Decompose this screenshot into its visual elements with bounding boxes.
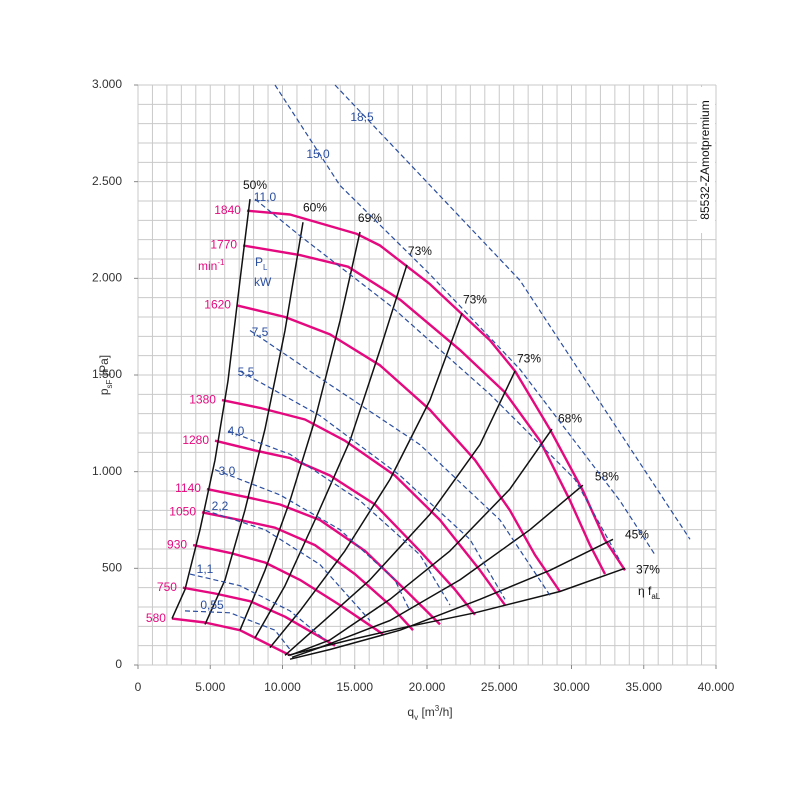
power-curve [227, 430, 451, 606]
efficiency-label: 73% [408, 244, 432, 258]
y-axis-label: psF [Pa] [97, 355, 113, 395]
power-label: 15,0 [306, 147, 330, 161]
efficiency-symbol: η faL [638, 584, 661, 600]
speed-label: 1140 [175, 481, 201, 495]
speed-curve [206, 487, 441, 626]
efficiency-curve [289, 538, 614, 660]
efficiency-label: 73% [463, 292, 487, 306]
efficiency-symbol-part: aL [651, 592, 660, 601]
speed-label: 1840 [214, 203, 241, 217]
power-curve [254, 198, 621, 561]
x-axis-label: qv [m3/h] [407, 704, 452, 722]
speed-curve [221, 398, 506, 606]
x-tick-label: 0 [135, 680, 142, 694]
efficiency-curve [284, 370, 516, 656]
power-curve [189, 573, 326, 641]
efficiency-curve [289, 428, 553, 656]
code-label: 85532-ZAmotpremium [698, 100, 712, 219]
speed-curve [214, 439, 476, 616]
efficiency-curve [269, 312, 463, 649]
power-curve [334, 84, 691, 540]
power-symbol: PL [255, 255, 268, 271]
power-symbol-part: P [255, 255, 263, 269]
speed-label: 1620 [204, 298, 231, 312]
x-tick-label: 10.000 [264, 680, 301, 694]
efficiency-curve [254, 264, 408, 639]
power-unit: kW [254, 275, 272, 289]
speed-label: 580 [146, 611, 166, 625]
power-label: 5,5 [238, 365, 255, 379]
y-tick-label: 500 [102, 561, 122, 575]
y-tick-label: 0 [115, 657, 122, 671]
efficiency-label: 73% [517, 351, 541, 365]
power-curve [274, 84, 656, 556]
y-axis-label-part: [Pa] [97, 355, 111, 380]
efficiency-label: 50% [243, 178, 267, 192]
x-tick-label: 15.000 [336, 680, 373, 694]
power-symbol-part: L [263, 263, 268, 272]
power-label: 11,0 [254, 190, 277, 204]
efficiency-curve [287, 567, 626, 657]
y-tick-label: 2.500 [92, 174, 122, 188]
speed-unit-part: min [198, 259, 217, 273]
x-axis-label-part: q [407, 705, 414, 719]
power-curve [249, 330, 551, 596]
speed-curve [182, 586, 336, 647]
power-label: 4,0 [228, 424, 245, 438]
speed-label: 1770 [210, 238, 237, 252]
x-tick-label: 25.000 [481, 680, 518, 694]
speed-curve [201, 511, 414, 632]
speed-label: 750 [157, 580, 177, 594]
efficiency-label: 69% [358, 211, 382, 225]
efficiency-label: 45% [625, 528, 649, 542]
speed-curve [171, 617, 291, 657]
y-tick-label: 3.000 [92, 77, 122, 91]
power-label: 1,1 [197, 562, 214, 576]
x-tick-label: 35.000 [625, 680, 662, 694]
efficiency-curve [171, 199, 251, 619]
speed-unit-part: -1 [217, 258, 225, 267]
y-tick-label: 1.500 [92, 367, 122, 381]
power-curve [184, 610, 291, 650]
x-axis-label-part: /h] [439, 705, 452, 719]
power-curve [214, 469, 411, 612]
y-axis-label-part: sF [105, 379, 114, 388]
speed-label: 1050 [169, 504, 196, 518]
y-axis-label-part: p [97, 388, 111, 395]
y-tick-label: 2.000 [92, 271, 122, 285]
x-axis-label-part: v [414, 713, 418, 722]
speed-curve [236, 304, 561, 593]
x-tick-label: 20.000 [409, 680, 446, 694]
efficiency-label: 68% [558, 411, 582, 425]
power-label: 0,55 [200, 598, 224, 612]
efficiency-curve [204, 222, 304, 625]
speed-unit: min-1 [198, 258, 225, 274]
efficiency-label: 60% [303, 200, 327, 214]
efficiency-symbol-part: η f [638, 584, 652, 598]
x-tick-label: 5.000 [195, 680, 225, 694]
x-axis-label-part: [m [418, 705, 435, 719]
efficiency-label: 58% [595, 469, 619, 483]
power-label: 2,2 [212, 499, 229, 513]
speed-label: 1380 [189, 392, 216, 406]
efficiency-curve [239, 231, 361, 631]
efficiency-label: 37% [636, 563, 660, 577]
x-tick-label: 30.000 [553, 680, 590, 694]
speed-label: 1280 [182, 433, 209, 447]
speed-label: 930 [167, 537, 187, 551]
y-tick-label: 1.000 [92, 464, 122, 478]
power-curve [239, 370, 506, 600]
speed-curve [242, 244, 607, 575]
power-label: 18,5 [350, 110, 374, 124]
x-tick-label: 40.000 [698, 680, 735, 694]
power-label: 7,5 [252, 325, 269, 339]
power-label: 3,0 [219, 464, 236, 478]
x-axis-label-part: 3 [435, 704, 440, 713]
code-box [697, 87, 715, 233]
speed-curve [192, 543, 384, 636]
